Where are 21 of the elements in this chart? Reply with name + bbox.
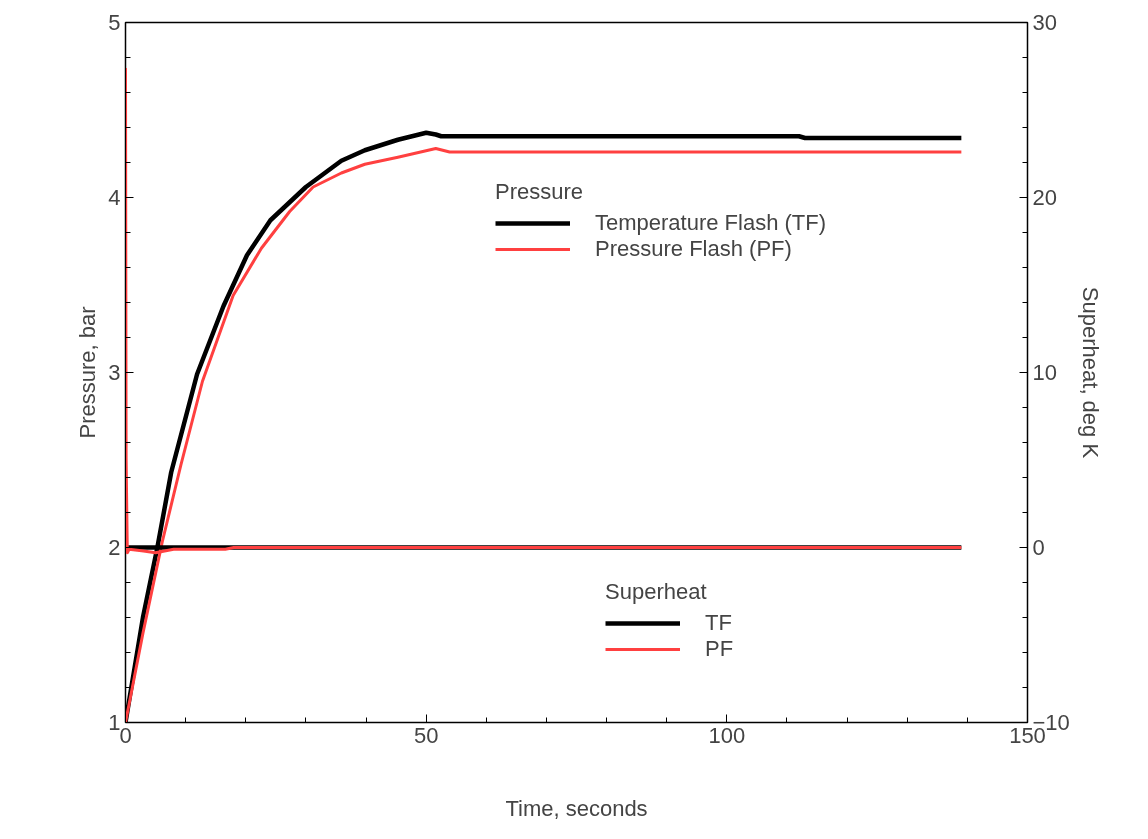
y2-tick-label: 10	[1032, 360, 1057, 385]
x-axis-title: Time, seconds	[505, 795, 648, 821]
legend-label: TF	[705, 610, 732, 636]
x-tick-label: 50	[413, 722, 439, 748]
y-tick-label: 1	[108, 710, 121, 735]
annotation: Pressure	[495, 179, 585, 205]
y2-tick-label: 20	[1032, 185, 1057, 210]
y-tick-label: 3	[108, 360, 121, 385]
x-tick-label: 0	[119, 722, 132, 748]
legend-label: Pressure Flash (PF)	[595, 236, 792, 262]
y2-tick-label: 0	[1032, 535, 1045, 560]
legend-label: PF	[705, 636, 734, 662]
y-tick-label: 2	[108, 535, 121, 560]
y2-tick-label: 30	[1032, 10, 1057, 35]
annotation: Superheat	[605, 579, 708, 605]
x-tick-label: 100	[708, 722, 746, 748]
y-axis-title: Pressure, bar	[75, 306, 101, 439]
y-tick-label: 5	[108, 10, 121, 35]
y-tick-label: 4	[108, 185, 121, 210]
y2-axis-title: Superheat, deg K	[1077, 286, 1103, 459]
legend-label: Temperature Flash (TF)	[595, 210, 827, 236]
